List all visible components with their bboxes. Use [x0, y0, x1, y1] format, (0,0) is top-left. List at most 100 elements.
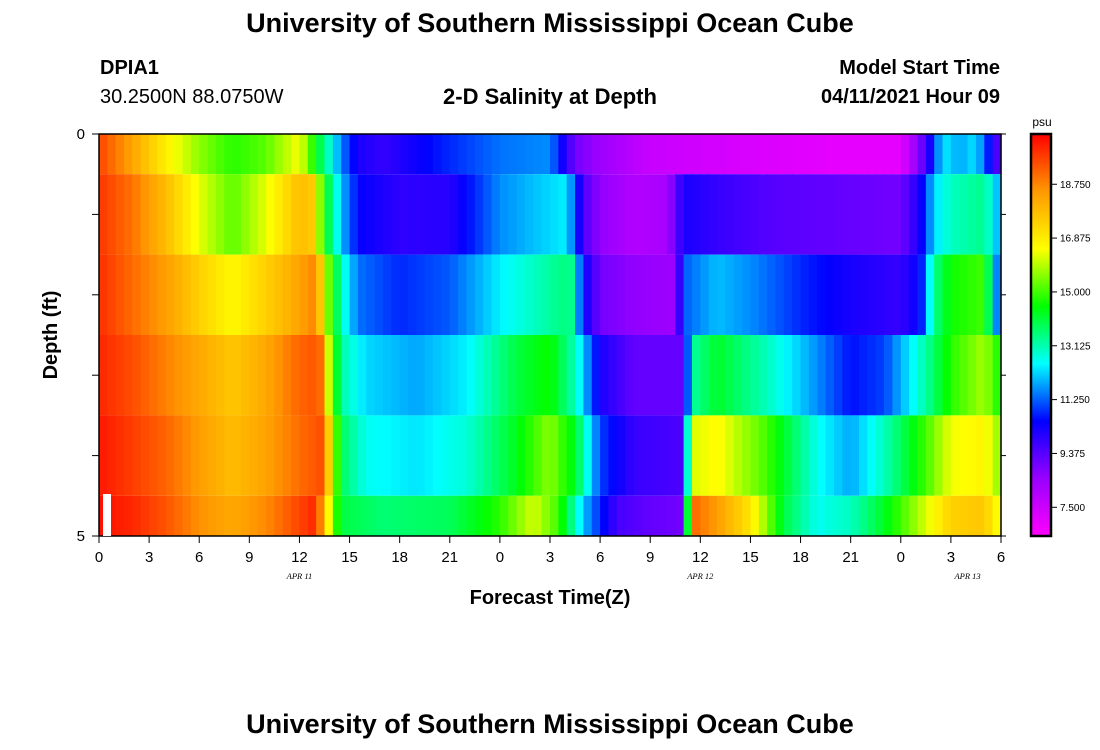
heatmap-cell: [458, 174, 468, 255]
heatmap-cell: [925, 134, 935, 175]
heatmap-cell: [558, 495, 568, 536]
heatmap-cell: [833, 335, 843, 416]
heatmap-cell: [399, 495, 409, 536]
heatmap-cell: [892, 254, 902, 335]
heatmap-cell: [650, 254, 660, 335]
heatmap-cell: [725, 495, 735, 536]
heatmap-cell: [474, 415, 484, 496]
heatmap-cell: [950, 174, 960, 255]
heatmap-cell: [99, 134, 108, 175]
heatmap-cell: [708, 415, 718, 496]
heatmap-cell: [550, 254, 559, 335]
heatmap-cell: [374, 495, 384, 536]
heatmap-cell: [691, 254, 701, 335]
heatmap-cell: [174, 174, 184, 255]
date-label: APR 13: [953, 571, 980, 581]
heatmap-cell: [483, 335, 493, 416]
y-tick-label: 0: [77, 126, 85, 143]
heatmap-cell: [616, 495, 626, 536]
heatmap-cell: [224, 495, 234, 536]
heatmap-cell: [190, 254, 200, 335]
heatmap-cell: [992, 174, 1002, 255]
heatmap-cell: [733, 335, 743, 416]
heatmap-cell: [641, 174, 651, 255]
heatmap-cell: [508, 174, 518, 255]
heatmap-cell: [900, 134, 910, 175]
heatmap-cell: [884, 254, 894, 335]
heatmap-cell: [232, 495, 242, 536]
heatmap-cell: [566, 254, 576, 335]
heatmap-cell: [550, 495, 559, 536]
heatmap-cell: [733, 134, 743, 175]
heatmap-cell: [324, 134, 334, 175]
heatmap-cell: [892, 335, 902, 416]
heatmap-cell: [925, 174, 935, 255]
heatmap-cell: [341, 335, 351, 416]
heatmap-cell: [733, 415, 743, 496]
heatmap-cell: [658, 254, 668, 335]
heatmap-cell: [558, 174, 568, 255]
heatmap-cell: [541, 174, 551, 255]
heatmap-cell: [516, 254, 526, 335]
heatmap-cell: [767, 134, 777, 175]
heatmap-cell: [266, 335, 275, 416]
heatmap-cell: [299, 134, 309, 175]
heatmap-cell: [775, 335, 785, 416]
heatmap-cell: [959, 495, 969, 536]
heatmap-cell: [424, 174, 434, 255]
heatmap-cell: [165, 495, 175, 536]
heatmap-cell: [408, 335, 417, 416]
x-tick-label: 15: [742, 549, 759, 566]
heatmap-cell: [382, 415, 392, 496]
x-tick-label: 0: [496, 549, 504, 566]
heatmap-cell: [508, 254, 518, 335]
heatmap-cell: [625, 415, 635, 496]
heatmap-cell: [583, 134, 593, 175]
heatmap-cell: [408, 495, 417, 536]
heatmap-cell: [658, 174, 668, 255]
heatmap-cell: [792, 174, 802, 255]
heatmap-cell: [725, 415, 735, 496]
heatmap-cell: [257, 174, 267, 255]
heatmap-cell: [99, 335, 108, 416]
heatmap-cell: [550, 415, 559, 496]
heatmap-cell: [416, 335, 426, 416]
heatmap-cell: [884, 174, 894, 255]
heatmap-cell: [566, 335, 576, 416]
x-tick-label: 9: [245, 549, 253, 566]
heatmap-cell: [817, 174, 827, 255]
heatmap-cell: [366, 415, 376, 496]
heatmap-cell: [700, 415, 710, 496]
heatmap-cell: [174, 134, 184, 175]
x-tick-label: 0: [897, 549, 905, 566]
heatmap-cell: [550, 134, 559, 175]
heatmap-cell: [758, 254, 768, 335]
heatmap-cell: [332, 134, 342, 175]
heatmap-cell: [382, 254, 392, 335]
heatmap-cell: [366, 335, 376, 416]
heatmap-cell: [391, 174, 401, 255]
heatmap-cell: [149, 254, 159, 335]
heatmap-cell: [959, 335, 969, 416]
heatmap-cell: [633, 415, 643, 496]
heatmap-cell: [650, 335, 660, 416]
heatmap-cell: [708, 254, 718, 335]
heatmap-cell: [132, 415, 142, 496]
heatmap-cell: [925, 495, 935, 536]
heatmap-cell: [925, 335, 935, 416]
heatmap-cell: [132, 174, 142, 255]
heatmap-cell: [316, 174, 326, 255]
heatmap-cell: [842, 134, 852, 175]
heatmap-cell: [800, 495, 810, 536]
heatmap-cell: [934, 495, 944, 536]
heatmap-cell: [783, 335, 793, 416]
heatmap-cell: [115, 335, 125, 416]
heatmap-cell: [249, 174, 259, 255]
heatmap-cell: [817, 415, 827, 496]
heatmap-cell: [524, 134, 534, 175]
heatmap-cell: [207, 254, 217, 335]
heatmap-cell: [975, 335, 985, 416]
heatmap-cell: [374, 254, 384, 335]
heatmap-cell: [291, 335, 301, 416]
heatmap-cell: [199, 254, 209, 335]
